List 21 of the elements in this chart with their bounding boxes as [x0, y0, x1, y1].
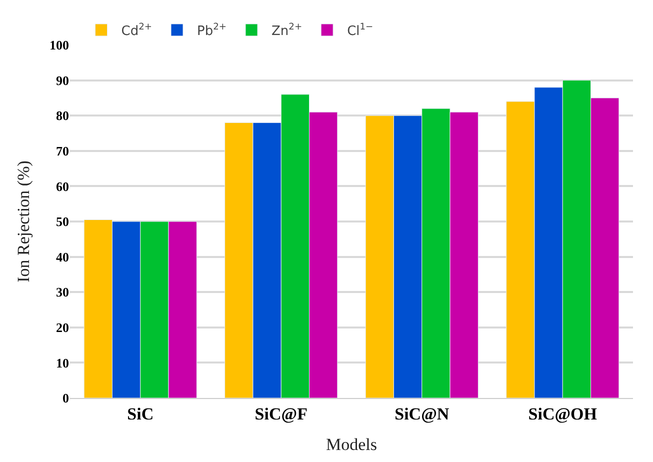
x-tick-label: SiC — [127, 404, 154, 424]
y-tick-label: 90 — [56, 72, 69, 88]
x-tick-label: SiC@F — [254, 404, 308, 424]
x-axis-title: Models — [326, 434, 377, 454]
y-tick-label: 50 — [56, 214, 69, 230]
y-tick-label: 10 — [56, 355, 69, 370]
y-tick-label: 70 — [56, 143, 69, 158]
y-axis-title: Ion Rejection (%) — [14, 160, 34, 282]
y-tick-label: 100 — [50, 38, 69, 53]
y-tick-label: 0 — [62, 390, 69, 406]
x-tick-label: SiC@OH — [528, 404, 597, 424]
y-tick-label: 30 — [56, 284, 69, 300]
y-tick-label: 40 — [56, 249, 69, 264]
y-tick-label: 80 — [56, 108, 69, 124]
legend-label: Cl$^{1−}$ — [347, 22, 374, 40]
legend-label: Pb$^{2+}$ — [197, 22, 227, 40]
y-tick-label: 20 — [56, 320, 69, 335]
x-tick-label: SiC@N — [394, 404, 450, 424]
y-tick-label: 60 — [56, 178, 69, 194]
legend-label: Zn$^{2+}$ — [272, 22, 302, 40]
legend-label: Cd$^{2+}$ — [121, 22, 152, 40]
